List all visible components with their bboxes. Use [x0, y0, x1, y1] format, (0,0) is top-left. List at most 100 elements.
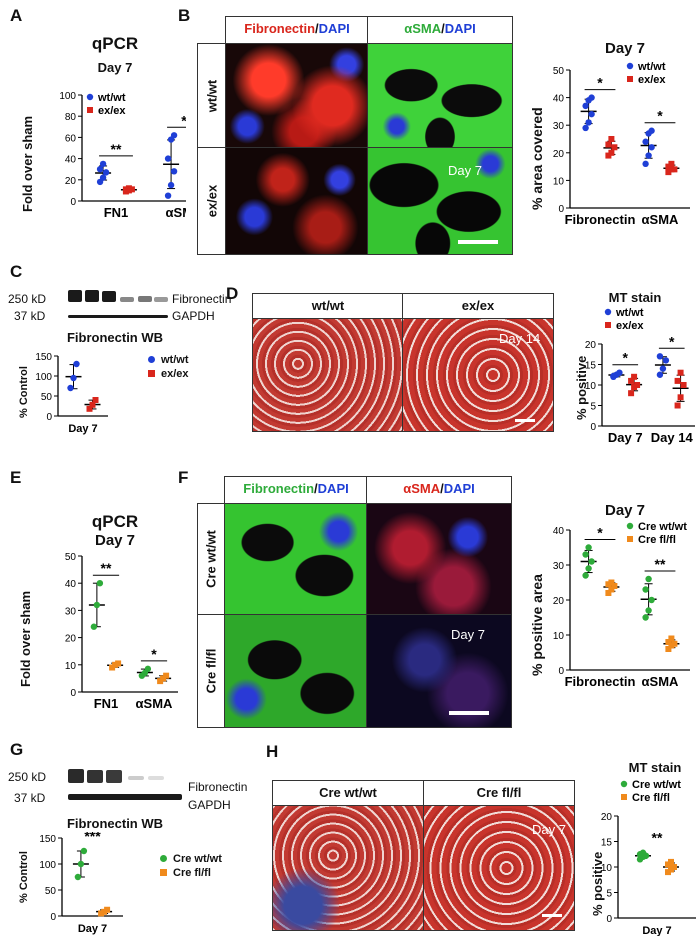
- panel-f-rowheader-fl: Cre fl/fl: [197, 614, 225, 728]
- scale-bar: [458, 240, 498, 244]
- data-point: [645, 575, 652, 583]
- panel-f-day-label: Day 7: [451, 627, 485, 642]
- panel-d-header-ex: ex/ex: [402, 293, 554, 319]
- panel-e-title: qPCR: [91, 512, 139, 531]
- data-point: [585, 565, 592, 572]
- y-tick-label: 0: [590, 422, 596, 433]
- panel-c-letter: C: [10, 262, 23, 281]
- blot-c-250kd: 250 kD: [8, 292, 47, 306]
- label-asma: αSMA: [404, 21, 442, 36]
- panel-h-header-fl: Cre fl/fl: [423, 780, 575, 806]
- label-slash: /: [441, 21, 445, 36]
- data-point: [671, 166, 678, 173]
- y-tick-label: 30: [553, 561, 565, 572]
- blot-c-gapdh: GAPDH: [172, 309, 215, 323]
- y-tick-label: 80: [65, 112, 77, 123]
- y-tick-label: 20: [553, 149, 565, 160]
- label-dapi: DAPI: [318, 21, 350, 36]
- data-point: [671, 640, 678, 647]
- panel-b-rowheader-wt: wt/wt: [197, 43, 226, 148]
- x-tick-label: Day 7: [78, 923, 107, 935]
- panel-a-subtitle: Day 7: [97, 60, 133, 75]
- x-tick-label: αSMA: [642, 212, 679, 227]
- y-tick-label: 100: [35, 372, 52, 383]
- legend-entry: ex/ex: [148, 367, 189, 381]
- legend-marker: [620, 780, 628, 788]
- y-tick-label: 5: [606, 889, 612, 900]
- data-point: [582, 124, 589, 132]
- legend-label: wt/wt: [161, 354, 189, 366]
- legend-label: ex/ex: [98, 105, 126, 117]
- legend-label: Cre wt/wt: [632, 779, 681, 791]
- panel-g-title: Fibronectin WB: [66, 816, 164, 831]
- y-tick-label: 30: [553, 121, 565, 132]
- panel-a-letter: A: [10, 6, 23, 25]
- legend-entry: Cre fl/fl: [160, 866, 222, 880]
- legend-marker: [605, 322, 611, 328]
- label-dapi: DAPI: [444, 21, 476, 36]
- y-tick-label: 15: [601, 838, 613, 849]
- data-point: [96, 166, 104, 173]
- significance-label: *: [657, 108, 663, 124]
- y-tick-label: 0: [70, 688, 76, 699]
- x-tick-label: FN1: [94, 696, 119, 711]
- data-point: [662, 357, 670, 364]
- y-tick-label: 100: [39, 860, 56, 871]
- data-point: [67, 384, 74, 392]
- data-point: [639, 849, 647, 856]
- data-point: [645, 152, 652, 159]
- y-tick-label: 0: [558, 204, 564, 215]
- legend-marker: [87, 107, 93, 113]
- data-point: [648, 596, 655, 604]
- data-point: [73, 360, 80, 368]
- significance-label: *: [597, 75, 603, 91]
- legend-label: ex/ex: [638, 74, 666, 86]
- blot-g-250kd: 250 kD: [8, 770, 47, 784]
- data-point: [74, 873, 82, 881]
- panel-f-rowheader-wt: Cre wt/wt: [197, 503, 225, 615]
- legend-label: wt/wt: [637, 61, 666, 73]
- micrograph-h-wt: [272, 805, 424, 931]
- data-point: [170, 168, 178, 175]
- panel-f-chart-title: Day 7: [604, 502, 646, 519]
- panel-f-letter: F: [178, 468, 189, 487]
- y-tick-label: 0: [50, 912, 56, 923]
- data-point: [585, 119, 592, 126]
- panel-c-title: Fibronectin WB: [66, 330, 164, 345]
- data-point: [645, 607, 652, 614]
- panel-f-chart: 0 10 20 30 40 Fibronectin * αSMA ** Cre wt/wtCre …: [553, 522, 690, 689]
- data-point: [89, 401, 96, 408]
- significance-label: ***: [84, 832, 101, 844]
- data-point: [616, 369, 623, 376]
- legend-entry: Cre wt/wt: [160, 852, 222, 866]
- y-tick-label: 5: [590, 402, 596, 413]
- y-tick-label: 40: [65, 579, 77, 590]
- panel-c-chart: 0 50 100 150 Day 7 *: [35, 350, 108, 435]
- micrograph-d-wt: [252, 318, 404, 432]
- label-dapi: DAPI: [443, 481, 475, 496]
- significance-label: **: [111, 141, 122, 157]
- y-tick-label: 15: [585, 361, 597, 372]
- data-point: [668, 858, 674, 865]
- panel-e-chart: 0 10 20 30 40 50 FN1 ** αSMA *: [65, 552, 178, 711]
- data-point: [104, 906, 111, 913]
- y-tick-label: 150: [39, 834, 56, 845]
- data-point: [677, 394, 684, 401]
- micrograph-f-fl-asma: Day 7: [366, 614, 512, 728]
- data-point: [628, 377, 635, 384]
- legend-marker: [86, 93, 94, 101]
- significance-label: *: [623, 350, 629, 366]
- data-point: [588, 94, 595, 101]
- panel-b-header-fibronectin: Fibronectin/DAPI: [225, 16, 369, 44]
- data-point: [92, 397, 99, 403]
- data-point: [588, 558, 595, 565]
- label-asma: αSMA: [403, 481, 441, 496]
- y-tick-label: 10: [553, 631, 565, 642]
- blot-g-fibronectin: Fibronectin: [188, 780, 248, 794]
- legend-marker: [148, 356, 155, 363]
- data-point: [631, 373, 638, 380]
- y-tick-label: 20: [65, 634, 77, 645]
- data-point: [605, 590, 612, 596]
